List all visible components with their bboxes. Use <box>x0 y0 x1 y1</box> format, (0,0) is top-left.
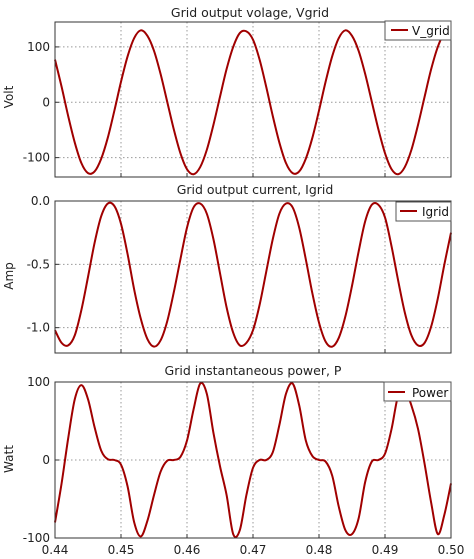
power-xtick-label: 0.50 <box>438 543 465 557</box>
power-xtick-label: 0.46 <box>174 543 201 557</box>
current-axis: -1.0 -0.5 0.0 <box>27 194 452 353</box>
power-ytick-label: 0 <box>42 453 50 467</box>
power-legend-box <box>383 381 452 402</box>
power-legend-label: Power <box>412 386 448 400</box>
voltage-panel: Grid output volage, Vgrid -100 0 100 V_gri… <box>2 5 452 178</box>
power-axis: 0.44 0.45 0.46 0.47 0.48 0.49 0.50 -100 0 100 <box>23 375 465 557</box>
current-ytick-label: -0.5 <box>27 257 50 271</box>
power-legend: Power <box>383 381 452 402</box>
power-panel: Grid instantaneous power, P 0.44 0.45 0.46… <box>2 363 464 557</box>
power-ytick-label: -100 <box>23 531 50 545</box>
current-legend-label: Igrid <box>422 205 449 219</box>
voltage-ylabel: Volt <box>2 85 16 108</box>
power-xtick-label: 0.48 <box>306 543 333 557</box>
voltage-legend: V_grid <box>384 20 452 41</box>
power-ylabel: Watt <box>2 445 16 473</box>
current-ytick-label: -1.0 <box>27 321 50 335</box>
current-title: Grid output current, Igrid <box>177 182 334 197</box>
voltage-ytick-label: 0 <box>42 95 50 109</box>
voltage-series-line <box>54 29 452 176</box>
voltage-title: Grid output volage, Vgrid <box>171 5 329 20</box>
voltage-ytick-label: -100 <box>23 151 50 165</box>
power-frame <box>54 381 452 539</box>
voltage-legend-label: V_grid <box>412 24 450 38</box>
current-legend: Igrid <box>395 201 452 222</box>
current-legend-box <box>395 201 452 222</box>
current-ytick-label: 0.0 <box>31 194 50 208</box>
current-ylabel: Amp <box>2 262 16 290</box>
power-xtick-label: 0.44 <box>42 543 69 557</box>
power-xtick-label: 0.45 <box>108 543 135 557</box>
power-series-line <box>54 381 452 539</box>
current-series-line <box>54 201 452 348</box>
current-frame <box>54 200 452 354</box>
power-ytick-label: 100 <box>27 375 50 389</box>
voltage-legend-box <box>384 20 452 41</box>
voltage-ytick-label: 100 <box>27 40 50 54</box>
power-title: Grid instantaneous power, P <box>165 363 342 378</box>
current-panel: Grid output current, Igrid -1.0 -0.5 0.0 I… <box>2 182 452 354</box>
power-xtick-label: 0.47 <box>240 543 267 557</box>
voltage-frame <box>54 21 452 178</box>
power-xtick-label: 0.49 <box>372 543 399 557</box>
